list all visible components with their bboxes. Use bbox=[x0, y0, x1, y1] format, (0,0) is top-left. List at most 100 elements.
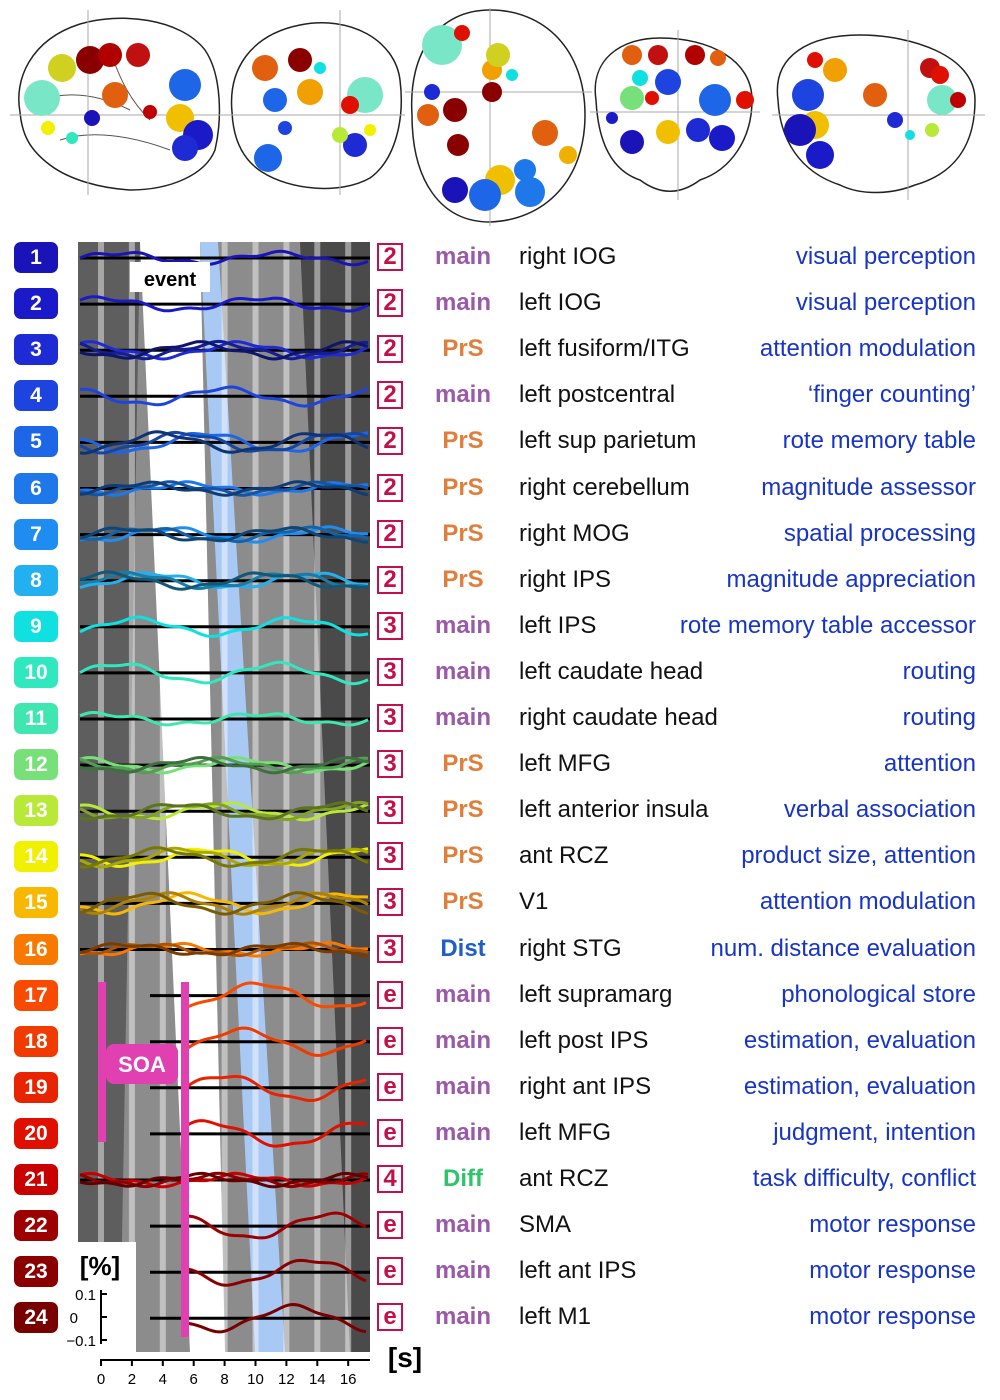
region-number-badge: 22 bbox=[14, 1210, 58, 1242]
timecourse-trace bbox=[79, 339, 369, 361]
component-box: 2 bbox=[377, 243, 403, 271]
component-box: 4 bbox=[377, 1165, 403, 1193]
region-row: 14 3 PrS ant RCZ product size, attention bbox=[0, 841, 1000, 903]
function-label: motor response bbox=[809, 1211, 976, 1239]
component-box: 3 bbox=[377, 934, 403, 963]
timecourse-trace bbox=[79, 340, 369, 361]
effect-type-label: main bbox=[434, 289, 491, 317]
effect-type-label: PrS bbox=[442, 427, 484, 455]
soa-bar bbox=[98, 982, 106, 1142]
region-name: left supramarg bbox=[519, 980, 673, 1008]
region-row: 13 3 PrS left anterior insula verbal associa… bbox=[0, 795, 1000, 857]
region-row: 1 2 main right IOG visual perception bbox=[0, 242, 1000, 304]
effect-type-label: main bbox=[434, 1211, 491, 1239]
effect-type-label: main bbox=[434, 980, 491, 1008]
x-tick-label: 14 bbox=[309, 1371, 326, 1388]
region-number-badge: 11 bbox=[14, 703, 58, 734]
timecourse-trace bbox=[79, 801, 369, 821]
function-label: rote memory table bbox=[782, 427, 976, 455]
right-shade bbox=[300, 242, 370, 1352]
component-box: 3 bbox=[377, 750, 403, 779]
timecourse-trace bbox=[185, 1075, 367, 1102]
function-label: attention bbox=[883, 750, 976, 778]
y-tick-label: −0.1 bbox=[66, 1333, 96, 1350]
timecourse-trace bbox=[79, 756, 369, 775]
region-name: left IOG bbox=[519, 289, 602, 317]
region-row: 4 2 main left postcentral ‘finger counting’ bbox=[0, 380, 1000, 442]
region-name: left fusiform/ITG bbox=[519, 335, 690, 363]
component-box: e bbox=[377, 1211, 403, 1240]
timecourse-trace bbox=[79, 525, 368, 544]
region-row: 2 2 main left IOG visual perception bbox=[0, 288, 1000, 350]
region-number-badge: 8 bbox=[14, 564, 58, 596]
region-name: left anterior insula bbox=[519, 796, 709, 824]
brain-view-axial bbox=[405, 8, 592, 226]
timecourse-trace bbox=[79, 295, 369, 313]
function-label: judgment, intention bbox=[773, 1118, 976, 1146]
region-number-badge: 7 bbox=[14, 518, 58, 550]
effect-type-label: main bbox=[434, 1257, 491, 1285]
component-box: 3 bbox=[377, 888, 403, 917]
effect-type-label: main bbox=[434, 704, 491, 731]
time-gridline bbox=[128, 242, 135, 1352]
region-name: SMA bbox=[519, 1211, 572, 1239]
effect-type-label: PrS bbox=[442, 335, 484, 363]
component-box: 2 bbox=[377, 565, 403, 594]
region-name: ant RCZ bbox=[519, 1165, 609, 1192]
component-box: e bbox=[377, 1257, 403, 1286]
timecourse-trace bbox=[79, 431, 369, 455]
region-row: 23 e main left ant IPS motor response bbox=[0, 1256, 1000, 1318]
region-name: right cerebellum bbox=[519, 473, 690, 501]
region-number-badge: 15 bbox=[14, 887, 58, 919]
component-box: 3 bbox=[377, 657, 403, 686]
component-box: 2 bbox=[377, 289, 403, 318]
brain-view-right-sagittal bbox=[225, 10, 405, 195]
region-name: left MFG bbox=[519, 750, 612, 778]
x-tick-label: 6 bbox=[190, 1371, 198, 1388]
region-row: 5 2 PrS left sup parietum rote memory table bbox=[0, 426, 1000, 488]
timecourse-trace bbox=[79, 755, 369, 775]
brain-view-left-sagittal bbox=[10, 10, 225, 195]
soa-stimulus-bar bbox=[181, 982, 189, 1337]
component-box: 3 bbox=[377, 796, 403, 825]
region-name: right IOG bbox=[519, 243, 617, 270]
region-name: right ant IPS bbox=[519, 1072, 652, 1100]
x-tick-label: 12 bbox=[278, 1371, 295, 1388]
component-box: 2 bbox=[377, 335, 403, 364]
region-row: 8 2 PrS right IPS magnitude appreciation bbox=[0, 564, 1000, 627]
function-label: ‘finger counting’ bbox=[807, 381, 976, 409]
function-label: magnitude assessor bbox=[761, 473, 976, 501]
time-gridlines bbox=[98, 242, 352, 1352]
region-number-badge: 1 bbox=[14, 242, 58, 273]
function-label: product size, attention bbox=[741, 842, 976, 870]
x-tick-label: 10 bbox=[247, 1371, 264, 1388]
region-name: right STG bbox=[519, 934, 622, 962]
x-axis-ticks: 0 2 4 6 8 10 12 14 16 bbox=[97, 1360, 357, 1388]
region-name: left M1 bbox=[519, 1303, 592, 1331]
region-number-badge: 17 bbox=[14, 979, 58, 1011]
region-number-badge: 23 bbox=[14, 1256, 58, 1288]
y-tick-label: 0 bbox=[70, 1310, 78, 1327]
region-number-badge: 18 bbox=[14, 1025, 58, 1057]
brain-view-anterior-coronal bbox=[772, 30, 985, 200]
component-box: 2 bbox=[377, 427, 403, 456]
function-label: routing bbox=[902, 657, 976, 685]
function-label: rote memory table accessor bbox=[679, 611, 976, 639]
region-row: 22 e main SMA motor response bbox=[0, 1210, 1000, 1272]
region-number-badge: 16 bbox=[14, 933, 58, 965]
component-box: e bbox=[377, 1072, 403, 1101]
timecourse-trace bbox=[79, 891, 369, 916]
effect-type-label: main bbox=[434, 657, 491, 685]
timecourse-trace bbox=[79, 941, 368, 958]
time-gridline bbox=[283, 242, 290, 1352]
function-label: visual perception bbox=[795, 243, 976, 270]
timecourse-trace bbox=[185, 1119, 366, 1148]
time-gridline bbox=[221, 242, 228, 1352]
timecourse-trace bbox=[79, 1171, 369, 1189]
timecourse-trace bbox=[185, 1258, 367, 1287]
region-number-badge: 4 bbox=[14, 380, 58, 412]
effect-type-label: main bbox=[434, 381, 491, 409]
timecourse-trace bbox=[79, 340, 369, 361]
effect-type-label: PrS bbox=[442, 519, 484, 547]
component-box: 3 bbox=[377, 842, 403, 871]
